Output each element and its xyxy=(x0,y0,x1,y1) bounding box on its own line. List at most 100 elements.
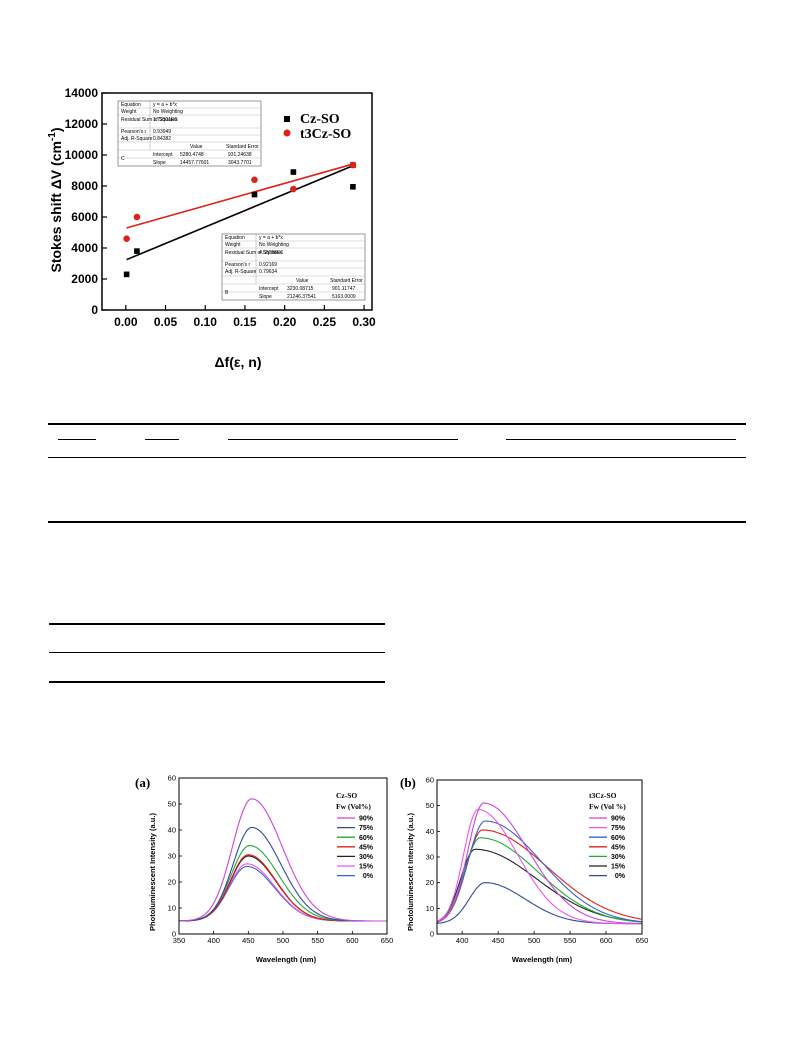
fit-row-label: Residual Sum of Squares xyxy=(121,117,178,123)
x-axis-label: Δf(ε, n) xyxy=(214,354,261,370)
legend-label: 15% xyxy=(359,864,374,871)
pl-spectra-chart-b: (b) 400 450 500 550 600 650 0 10 20 30 40 50 60 t3Cz… xyxy=(400,775,648,964)
y-tick-label: 14000 xyxy=(65,86,99,100)
fit-row-label: Weight xyxy=(121,109,137,115)
fit-row-value: 1.72301E6 xyxy=(153,117,177,123)
y-tick-label: 50 xyxy=(426,801,434,810)
fit-param-error: 931.24638 xyxy=(228,152,252,158)
y-axis-label-main: Stokes shift ΔV (cm xyxy=(48,141,64,272)
y-axis-label-a: Photoluminescent Intensity (a.u.) xyxy=(148,813,157,931)
fit-param-error: 3043.7701 xyxy=(228,160,252,166)
x-tick-label: 0.20 xyxy=(273,315,297,329)
x-axis-label-b: Wavelength (nm) xyxy=(512,955,573,964)
x-tick-label: 0.00 xyxy=(114,315,138,329)
legend-marker-t3cz-so xyxy=(283,129,291,137)
y-tick-label: 6000 xyxy=(71,210,98,224)
table-group-rule xyxy=(58,439,96,440)
legend-label: 60% xyxy=(611,835,626,842)
fit-row-value: 0.79634 xyxy=(259,269,277,275)
table-group-rule xyxy=(228,439,458,440)
x-tick-label: 550 xyxy=(564,936,577,945)
y-tick-label: 4000 xyxy=(71,241,98,255)
fit-line-t3cz-so xyxy=(126,163,354,229)
y-tick-label: 60 xyxy=(168,774,176,783)
fit-stats-table-lower: Equation y = a + b*x Weight No Weighting… xyxy=(221,233,366,301)
y-axis-label-close: ) xyxy=(48,127,64,132)
fit-group: C xyxy=(121,156,125,162)
legend-title-a: Fw (Vol%) xyxy=(336,802,371,811)
table-top-rule xyxy=(48,423,746,425)
fit-row-label: Adj. R-Square xyxy=(225,269,257,275)
data-point-cz-so xyxy=(123,271,130,278)
fit-head-error: Standard Error xyxy=(330,278,363,284)
data-point-t3cz-so xyxy=(251,176,258,184)
fit-row-label: Pearson's r xyxy=(121,129,146,135)
legend-marker-cz-so xyxy=(284,116,290,122)
y-tick-label: 10000 xyxy=(65,148,99,162)
y-tick-label: 2000 xyxy=(71,272,98,286)
fit-row-value: y = a + b*x xyxy=(153,102,177,108)
legend-label: 90% xyxy=(359,816,374,823)
fit-row-value: 0.84382 xyxy=(153,136,171,142)
fit-param-error: 901.11747 xyxy=(332,286,355,292)
data-point-cz-so xyxy=(290,169,297,175)
chart-title-a: Cz-SO xyxy=(336,791,357,800)
legend-label: 60% xyxy=(359,835,374,842)
legend-title-b: Fw (Vol %) xyxy=(589,802,626,811)
table-group-rule xyxy=(145,439,179,440)
spectrum-line xyxy=(178,855,387,922)
y-tick-label: 40 xyxy=(168,826,176,835)
y-tick-label: 0 xyxy=(172,930,176,939)
x-tick-label: 0.15 xyxy=(233,315,257,329)
legend-label: 15% xyxy=(611,864,626,871)
chart-legend: Cz-SO t3Cz-SO xyxy=(283,112,351,142)
chart-legend-b: 90% 75% 60% 45% 30% 15% 0% xyxy=(589,816,626,880)
legend-label-t3cz-so: t3Cz-SO xyxy=(300,127,351,142)
x-tick-label: 0.05 xyxy=(154,315,178,329)
y-tick-label: 30 xyxy=(168,852,176,861)
spectrum-line xyxy=(178,854,387,922)
fit-row-label: Equation xyxy=(121,102,141,108)
data-point-t3cz-so xyxy=(349,161,357,169)
spectrum-line xyxy=(179,798,387,922)
fit-param-value: 3230.08715 xyxy=(287,286,314,292)
fit-head-value: Value xyxy=(190,144,203,150)
y-tick-label: 10 xyxy=(426,904,434,913)
y-tick-label: 12000 xyxy=(65,117,99,131)
table-header-rule xyxy=(49,652,385,653)
fit-row-value: 0.92169 xyxy=(259,262,277,268)
legend-label: 0% xyxy=(615,873,626,880)
fit-param-value: 21246.37541 xyxy=(287,294,316,300)
table-group-rule xyxy=(506,439,736,440)
fit-param-name: Slope xyxy=(153,160,166,166)
legend-label: 75% xyxy=(359,825,374,832)
spectrum-line xyxy=(179,845,387,922)
x-tick-label: 0.10 xyxy=(194,315,218,329)
x-tick-label: 400 xyxy=(207,936,220,945)
fit-row-value: y = a + b*x xyxy=(259,235,283,241)
y-tick-label: 10 xyxy=(168,904,176,913)
legend-label-cz-so: Cz-SO xyxy=(300,112,340,127)
x-tick-label: 550 xyxy=(311,936,324,945)
y-axis-label: Stokes shift ΔV (cm-1) xyxy=(47,127,64,272)
spectrum-line xyxy=(436,802,642,925)
legend-label: 75% xyxy=(611,825,626,832)
panel-label-a: (a) xyxy=(135,775,150,790)
fit-param-error: 5163.0009 xyxy=(332,294,356,300)
y-axis-label-sup: -1 xyxy=(47,132,58,141)
x-tick-label: 500 xyxy=(528,936,541,945)
pl-spectra-chart-a: (a) 350 400 450 500 550 600 650 0 10 20 30 40 50 60 C… xyxy=(135,774,393,965)
legend-label: 45% xyxy=(359,844,374,851)
data-point-cz-so xyxy=(350,183,356,190)
spectrum-line xyxy=(436,808,642,925)
x-tick-label: 600 xyxy=(600,936,613,945)
fit-row-value: 4.55756E6 xyxy=(259,250,283,256)
fit-row-label: Weight xyxy=(225,242,241,248)
y-tick-label: 8000 xyxy=(71,179,98,193)
fit-stats-table-upper: Equation y = a + b*x Weight No Weighting… xyxy=(117,100,262,167)
fit-row-label: Adj. R-Square xyxy=(121,136,153,142)
fit-row-value: No Weighting xyxy=(259,242,289,248)
y-tick-label: 20 xyxy=(168,878,176,887)
table-top-rule xyxy=(49,623,385,625)
fit-row-label: Equation xyxy=(225,235,245,241)
